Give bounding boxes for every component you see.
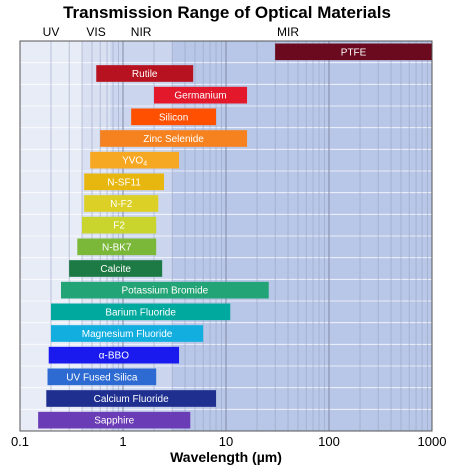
x-tick-label: 1000 bbox=[418, 434, 447, 449]
bar-calcium-fluoride bbox=[46, 390, 217, 407]
x-tick-label: 100 bbox=[318, 434, 340, 449]
bar-label: Rutile bbox=[132, 69, 158, 80]
bar-label: Calcite bbox=[100, 264, 131, 275]
bar-bbo bbox=[48, 346, 180, 364]
bar-sapphire bbox=[38, 411, 191, 429]
bar-potassium-bromide bbox=[60, 281, 269, 299]
bar-label: N-BK7 bbox=[102, 242, 132, 253]
bar-label: N-F2 bbox=[110, 199, 133, 210]
bar-silicon bbox=[131, 108, 217, 126]
bar-uv-fused-silica bbox=[47, 368, 157, 386]
bar-label: YVO4 bbox=[122, 156, 147, 168]
x-axis-label: Wavelength (µm) bbox=[170, 449, 282, 465]
plot-frame bbox=[19, 40, 433, 432]
bar-label: Calcium Fluoride bbox=[94, 394, 169, 405]
bar-magnesium-fluoride bbox=[51, 325, 204, 342]
x-tick-label: 1 bbox=[119, 434, 126, 449]
bar-label: Barium Fluoride bbox=[105, 307, 176, 318]
bar-n-bk7 bbox=[77, 238, 157, 256]
bar-label: PTFE bbox=[341, 47, 367, 58]
region-label-uv: UV bbox=[43, 25, 60, 39]
bar-label: Magnesium Fluoride bbox=[82, 329, 173, 340]
bar-label: Silicon bbox=[159, 112, 188, 123]
bar-label: Germanium bbox=[174, 91, 226, 102]
region-label-vis: VIS bbox=[86, 25, 105, 39]
bar-label: Zinc Selenide bbox=[143, 134, 204, 145]
bar-label: α-BBO bbox=[99, 351, 129, 362]
bar-n-sf11 bbox=[84, 173, 164, 191]
bar-label: F2 bbox=[113, 221, 125, 232]
bar-label: Potassium Bromide bbox=[122, 286, 209, 297]
bar-ptfe bbox=[275, 43, 432, 61]
x-tick-label: 0.1 bbox=[11, 434, 29, 449]
bar-n-f2 bbox=[84, 195, 159, 212]
chart-title: Transmission Range of Optical Materials bbox=[63, 3, 391, 22]
bar-barium-fluoride bbox=[51, 303, 231, 321]
region-label-mir: MIR bbox=[277, 25, 299, 39]
bar-germanium bbox=[154, 86, 248, 104]
bar-label: UV Fused Silica bbox=[66, 372, 138, 383]
bar-label: Sapphire bbox=[94, 416, 134, 427]
bar-label-subscript: 4 bbox=[143, 161, 147, 168]
bar-calcite bbox=[69, 260, 163, 277]
bar-f2 bbox=[82, 216, 157, 234]
bar-label: N-SF11 bbox=[107, 177, 141, 188]
x-tick-label: 10 bbox=[219, 434, 233, 449]
bar-yvo bbox=[90, 151, 180, 169]
bar-zinc-selenide bbox=[100, 130, 248, 147]
bar-rutile bbox=[96, 65, 194, 82]
region-label-nir: NIR bbox=[131, 25, 152, 39]
